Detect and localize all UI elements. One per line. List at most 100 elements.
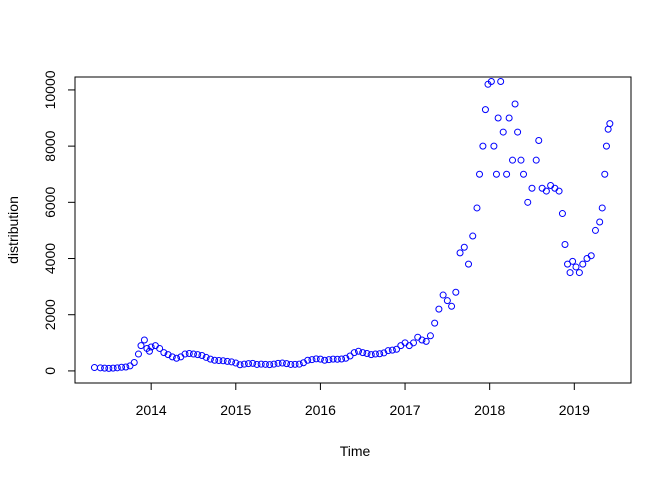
point: [240, 360, 248, 368]
y-tick-label: 8000: [42, 130, 58, 161]
point: [397, 342, 405, 350]
point: [492, 170, 500, 178]
point: [583, 255, 591, 263]
point: [253, 360, 261, 368]
point: [236, 361, 244, 369]
point: [494, 114, 502, 122]
point: [367, 351, 375, 359]
point: [596, 218, 604, 226]
point: [401, 339, 409, 347]
point: [308, 356, 316, 364]
point: [202, 353, 210, 361]
point: [535, 137, 543, 145]
point: [291, 360, 299, 368]
point: [321, 356, 329, 364]
point: [490, 142, 498, 150]
point: [460, 243, 468, 251]
point: [439, 291, 447, 299]
point: [194, 351, 202, 359]
point: [528, 184, 536, 192]
x-tick-label: 2015: [220, 402, 251, 418]
point: [312, 355, 320, 363]
point: [90, 364, 98, 372]
point: [414, 333, 422, 341]
point: [355, 347, 363, 355]
point: [278, 359, 286, 367]
point: [181, 350, 189, 358]
point: [405, 342, 413, 350]
x-tick-label: 2014: [136, 402, 167, 418]
point: [479, 142, 487, 150]
point: [140, 336, 148, 344]
y-tick-label: 4000: [42, 243, 58, 274]
point: [380, 349, 388, 357]
point: [473, 204, 481, 212]
point: [384, 347, 392, 355]
x-tick-label: 2017: [389, 402, 420, 418]
point: [524, 198, 532, 206]
point: [325, 356, 333, 364]
point: [270, 360, 278, 368]
y-tick-label: 10000: [42, 70, 58, 109]
point: [469, 232, 477, 240]
point: [249, 359, 257, 367]
point: [499, 128, 507, 136]
point: [591, 226, 599, 234]
point: [219, 357, 227, 365]
point: [173, 354, 181, 362]
y-tick-label: 6000: [42, 187, 58, 218]
point: [465, 260, 473, 268]
point: [509, 156, 517, 164]
point: [232, 359, 240, 367]
point: [555, 187, 563, 195]
point: [316, 355, 324, 363]
point: [266, 361, 274, 369]
point: [137, 342, 145, 350]
point: [295, 360, 303, 368]
y-axis-label: distribution: [5, 196, 21, 264]
point: [118, 363, 126, 371]
point: [497, 77, 505, 85]
point: [422, 337, 430, 345]
y-tick-label: 0: [42, 367, 58, 375]
point: [160, 349, 168, 357]
point: [456, 249, 464, 257]
x-tick-label: 2018: [474, 402, 505, 418]
point: [487, 77, 495, 85]
point: [511, 100, 519, 108]
point: [371, 350, 379, 358]
point: [206, 355, 214, 363]
point: [517, 156, 525, 164]
x-tick-label: 2016: [305, 402, 336, 418]
point: [448, 302, 456, 310]
point: [410, 339, 418, 347]
point: [363, 349, 371, 357]
point: [189, 350, 197, 358]
point: [376, 350, 384, 358]
point: [452, 288, 460, 296]
point: [443, 297, 451, 305]
point: [244, 360, 252, 368]
point: [572, 263, 580, 271]
point: [602, 142, 610, 150]
point: [505, 114, 513, 122]
y-tick-label: 2000: [42, 299, 58, 330]
point: [598, 204, 606, 212]
point: [435, 305, 443, 313]
point: [558, 210, 566, 218]
point: [126, 362, 134, 370]
point: [587, 252, 595, 260]
point: [350, 349, 358, 357]
point: [606, 120, 614, 128]
point: [604, 125, 612, 133]
point: [257, 360, 265, 368]
point: [561, 240, 569, 248]
point: [514, 128, 522, 136]
point: [156, 344, 164, 352]
point: [547, 181, 555, 189]
point: [431, 319, 439, 327]
point: [338, 355, 346, 363]
point: [168, 353, 176, 361]
point: [329, 355, 337, 363]
